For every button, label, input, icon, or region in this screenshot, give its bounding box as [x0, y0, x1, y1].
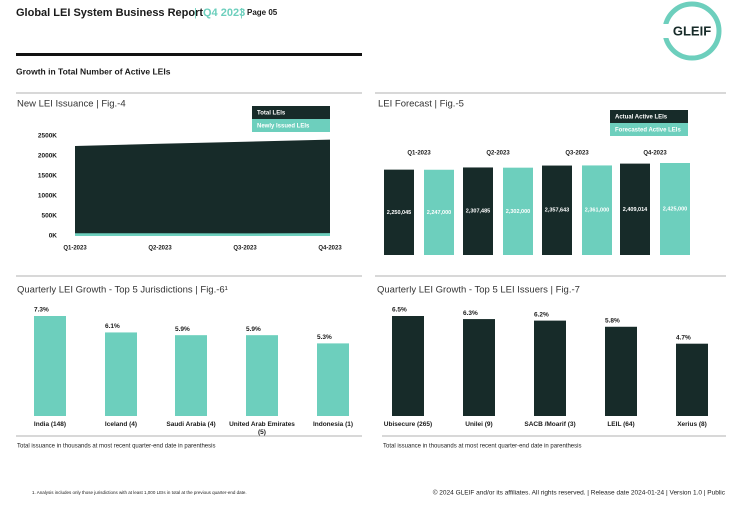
- section-rule: [16, 53, 362, 56]
- legend-label: Forecasted Active LEIs: [615, 128, 681, 134]
- bar: [534, 320, 566, 416]
- x-tick-label: Iceland (4): [104, 421, 138, 428]
- x-tick-label: India (148): [33, 421, 67, 428]
- bar: [105, 332, 137, 416]
- y-tick-label: 1000K: [38, 193, 57, 200]
- bar: [175, 335, 207, 416]
- bar: [34, 316, 66, 416]
- x-tick-label: LEIL (64): [607, 421, 635, 428]
- bar: [660, 163, 690, 255]
- value-label: 2,357,643: [545, 208, 569, 214]
- chart-title: Quarterly LEI Growth - Top 5 LEI Issuers…: [377, 285, 580, 296]
- logo-text: GLEIF: [673, 23, 711, 38]
- report-page-number: Page 05: [247, 8, 278, 17]
- legend-label: Total LEIs: [257, 111, 286, 117]
- legend-swatch: [610, 123, 688, 136]
- section-title: Growth in Total Number of Active LEIs: [16, 66, 171, 76]
- bar: [463, 167, 493, 255]
- value-label: 2,307,485: [466, 209, 490, 215]
- x-tick-label: Q2-2023: [148, 246, 172, 252]
- value-label: 4.7%: [676, 334, 691, 341]
- y-tick-label: 0K: [49, 233, 58, 240]
- value-label: 2,247,000: [427, 210, 451, 216]
- value-label: 2,361,000: [585, 208, 609, 214]
- area: [75, 139, 330, 236]
- bar: [676, 343, 708, 416]
- bar: [392, 316, 424, 416]
- value-label: 6.5%: [392, 307, 407, 314]
- value-label: 5.8%: [605, 317, 620, 324]
- value-label: 2,425,000: [663, 206, 687, 212]
- bar: [542, 165, 572, 255]
- separator: |: [194, 7, 197, 19]
- x-tick-label: Q3-2023: [565, 151, 589, 157]
- chart-note: Total issuance in thousands at most rece…: [17, 444, 215, 450]
- legend-swatch: [610, 110, 688, 123]
- value-label: 2,302,000: [506, 209, 530, 215]
- y-tick-label: 1500K: [38, 173, 57, 180]
- bar: [424, 169, 454, 255]
- footer: © 2024 GLEIF and/or its affiliates. All …: [433, 489, 726, 497]
- area: [75, 233, 330, 236]
- value-label: 6.1%: [105, 323, 120, 330]
- x-tick-label: Indonesia (1): [312, 421, 354, 428]
- bar: [605, 326, 637, 416]
- chart-title: Quarterly LEI Growth - Top 5 Jurisdictio…: [17, 285, 228, 296]
- value-label: 5.3%: [317, 334, 332, 341]
- report-title: Global LEI System Business Report: [16, 7, 203, 19]
- legend-label: Newly Issued LEIs: [257, 124, 310, 130]
- x-tick-label: Q1-2023: [407, 151, 431, 157]
- bar: [317, 343, 349, 416]
- bar: [384, 169, 414, 255]
- separator: |: [240, 7, 243, 19]
- value-label: 2,409,014: [623, 207, 648, 213]
- footnote: 1. Analysis includes only those jurisdic…: [32, 490, 247, 495]
- value-label: 6.2%: [534, 311, 549, 318]
- legend-label: Actual Active LEIs: [615, 115, 668, 121]
- y-tick-label: 2000K: [38, 153, 57, 160]
- x-tick-label: Q1-2023: [63, 246, 87, 252]
- legend-swatch: [252, 106, 330, 119]
- bar: [463, 319, 495, 416]
- chart-title: LEI Forecast | Fig.-5: [378, 99, 464, 110]
- x-tick-label: Q3-2023: [233, 246, 257, 252]
- chart-note: Total issuance in thousands at most rece…: [383, 444, 581, 450]
- x-tick-label: Ubisecure (265): [383, 421, 433, 428]
- x-tick-label: Xerius (8): [677, 421, 707, 428]
- x-tick-label: Q4-2023: [318, 246, 342, 252]
- x-tick-label: Saudi Arabia (4): [166, 421, 216, 428]
- bar: [620, 163, 650, 255]
- value-label: 5.9%: [246, 326, 261, 333]
- bar: [246, 335, 278, 416]
- report-quarter: Q4 2023: [203, 7, 245, 19]
- logo-gap: [660, 24, 700, 38]
- y-tick-label: 500K: [41, 213, 57, 220]
- bar: [503, 167, 533, 255]
- value-label: 5.9%: [175, 326, 190, 333]
- x-tick-label: Q2-2023: [486, 151, 510, 157]
- value-label: 6.3%: [463, 310, 478, 317]
- x-tick-label: SACB /Moarif (3): [524, 421, 576, 428]
- chart-title: New LEI Issuance | Fig.-4: [17, 99, 126, 110]
- x-tick-label: Unilei (9): [465, 421, 493, 428]
- x-tick-label: Q4-2023: [643, 151, 667, 157]
- x-tick-label: United Arab Emirates (5): [229, 421, 295, 436]
- value-label: 7.3%: [34, 307, 49, 314]
- value-label: 2,250,045: [387, 210, 411, 216]
- bar: [582, 165, 612, 255]
- y-tick-label: 2500K: [38, 133, 57, 140]
- legend-swatch: [252, 119, 330, 132]
